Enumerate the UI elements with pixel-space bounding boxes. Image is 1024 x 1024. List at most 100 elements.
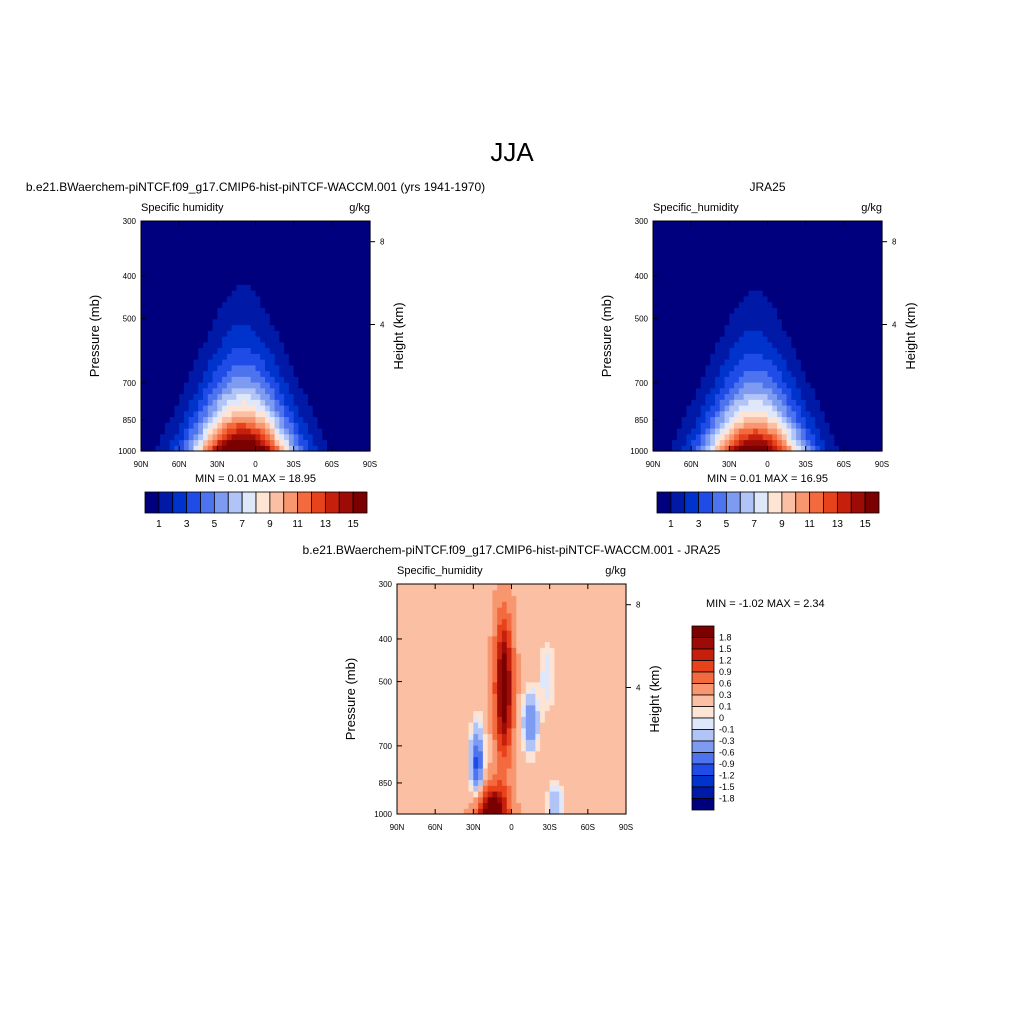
heatmap-cell [767, 445, 773, 452]
heatmap-cell [867, 445, 874, 452]
heatmap-cell [459, 756, 465, 763]
heatmap-cell [449, 727, 455, 735]
heatmap-cell [753, 433, 759, 441]
heatmap-cell [487, 635, 494, 643]
heatmap-cell [681, 318, 687, 326]
heatmap-cell [686, 353, 692, 360]
heatmap-cell [179, 267, 185, 274]
heatmap-cell [145, 416, 152, 423]
heatmap-cell [454, 653, 460, 660]
heatmap-cell [250, 336, 257, 343]
heatmap-cell [288, 238, 295, 245]
heatmap-cell [164, 428, 171, 435]
heatmap-cell [155, 399, 161, 406]
heatmap-cell [435, 612, 441, 620]
heatmap-cell [265, 387, 271, 395]
heatmap-cell [662, 301, 668, 308]
heatmap-cell [150, 439, 156, 446]
heatmap-cell [255, 284, 261, 291]
heatmap-cell [729, 272, 735, 280]
heatmap-cell [800, 221, 807, 228]
heatmap-cell [303, 284, 309, 291]
heatmap-cell [729, 399, 735, 406]
heatmap-cell [260, 226, 266, 234]
heatmap-cell [796, 313, 802, 320]
heatmap-cell [772, 428, 778, 435]
heatmap-cell [293, 244, 300, 251]
heatmap-cell [193, 284, 199, 291]
heatmap-cell [501, 716, 508, 723]
heatmap-cell [463, 722, 470, 729]
heatmap-cell [810, 244, 816, 251]
heatmap-cell [482, 785, 489, 792]
heatmap-cell [734, 226, 740, 234]
heatmap-cell [743, 249, 750, 257]
heatmap-cell [274, 301, 280, 308]
heatmap-cell [365, 244, 371, 251]
heatmap-cell [269, 428, 276, 435]
heatmap-cell [829, 393, 835, 400]
heatmap-cell [207, 313, 214, 320]
heatmap-cell [312, 376, 319, 383]
heatmap-cell [160, 238, 166, 245]
heatmap-cell [781, 399, 788, 406]
heatmap-cell [350, 382, 357, 389]
heatmap-cell [478, 710, 484, 717]
heatmap-cell [307, 324, 314, 331]
heatmap-cell [734, 341, 740, 349]
heatmap-cell [700, 347, 707, 354]
left-string: Specific_humidity [653, 202, 739, 214]
heatmap-cell [449, 595, 455, 602]
heatmap-cell [862, 301, 869, 308]
heatmap-cell [815, 445, 821, 452]
heatmap-cell [435, 670, 441, 677]
heatmap-cell [444, 670, 451, 677]
heatmap-cell [691, 324, 697, 331]
heatmap-cell [653, 341, 659, 349]
heatmap-cell [819, 439, 826, 446]
heatmap-cell [681, 405, 687, 412]
heatmap-cell [193, 261, 199, 268]
heatmap-cell [231, 364, 238, 372]
heatmap-cell [501, 710, 508, 717]
heatmap-cell [250, 405, 257, 412]
heatmap-cell [492, 647, 498, 654]
heatmap-cell [772, 416, 778, 423]
heatmap-cell [867, 290, 874, 297]
heatmap-cell [753, 249, 759, 257]
heatmap-cell [506, 791, 513, 798]
heatmap-cell [729, 313, 735, 320]
heatmap-cell [411, 699, 417, 706]
heatmap-cell [416, 670, 422, 677]
heatmap-cell [312, 301, 319, 308]
heatmap-cell [265, 382, 271, 389]
heatmap-cell [762, 433, 769, 441]
heatmap-cell [269, 290, 276, 297]
heatmap-cell [695, 307, 702, 314]
heatmap-cell [786, 301, 792, 308]
heatmap-cell [241, 422, 247, 429]
heatmap-cell [734, 416, 740, 423]
heatmap-cell [824, 399, 831, 406]
heatmap-cell [877, 428, 883, 435]
heatmap-cell [226, 244, 233, 251]
heatmap-cell [834, 359, 840, 366]
heatmap-cell [279, 221, 285, 228]
heatmap-cell [307, 318, 314, 326]
heatmap-cell [867, 376, 874, 383]
heatmap-cell [676, 410, 683, 418]
heatmap-cell [819, 307, 826, 314]
heatmap-cell [762, 336, 769, 343]
heatmap-cell [824, 410, 831, 418]
heatmap-cell [757, 416, 764, 423]
heatmap-cell [411, 773, 417, 781]
heatmap-cell [245, 347, 252, 354]
heatmap-cell [786, 255, 792, 262]
heatmap-cell [341, 422, 347, 429]
heatmap-cell [406, 773, 412, 781]
heatmap-cell [872, 416, 878, 423]
heatmap-cell [312, 324, 319, 331]
heatmap-cell [331, 336, 338, 343]
heatmap-cell [260, 249, 266, 257]
heatmap-cell [169, 295, 175, 303]
